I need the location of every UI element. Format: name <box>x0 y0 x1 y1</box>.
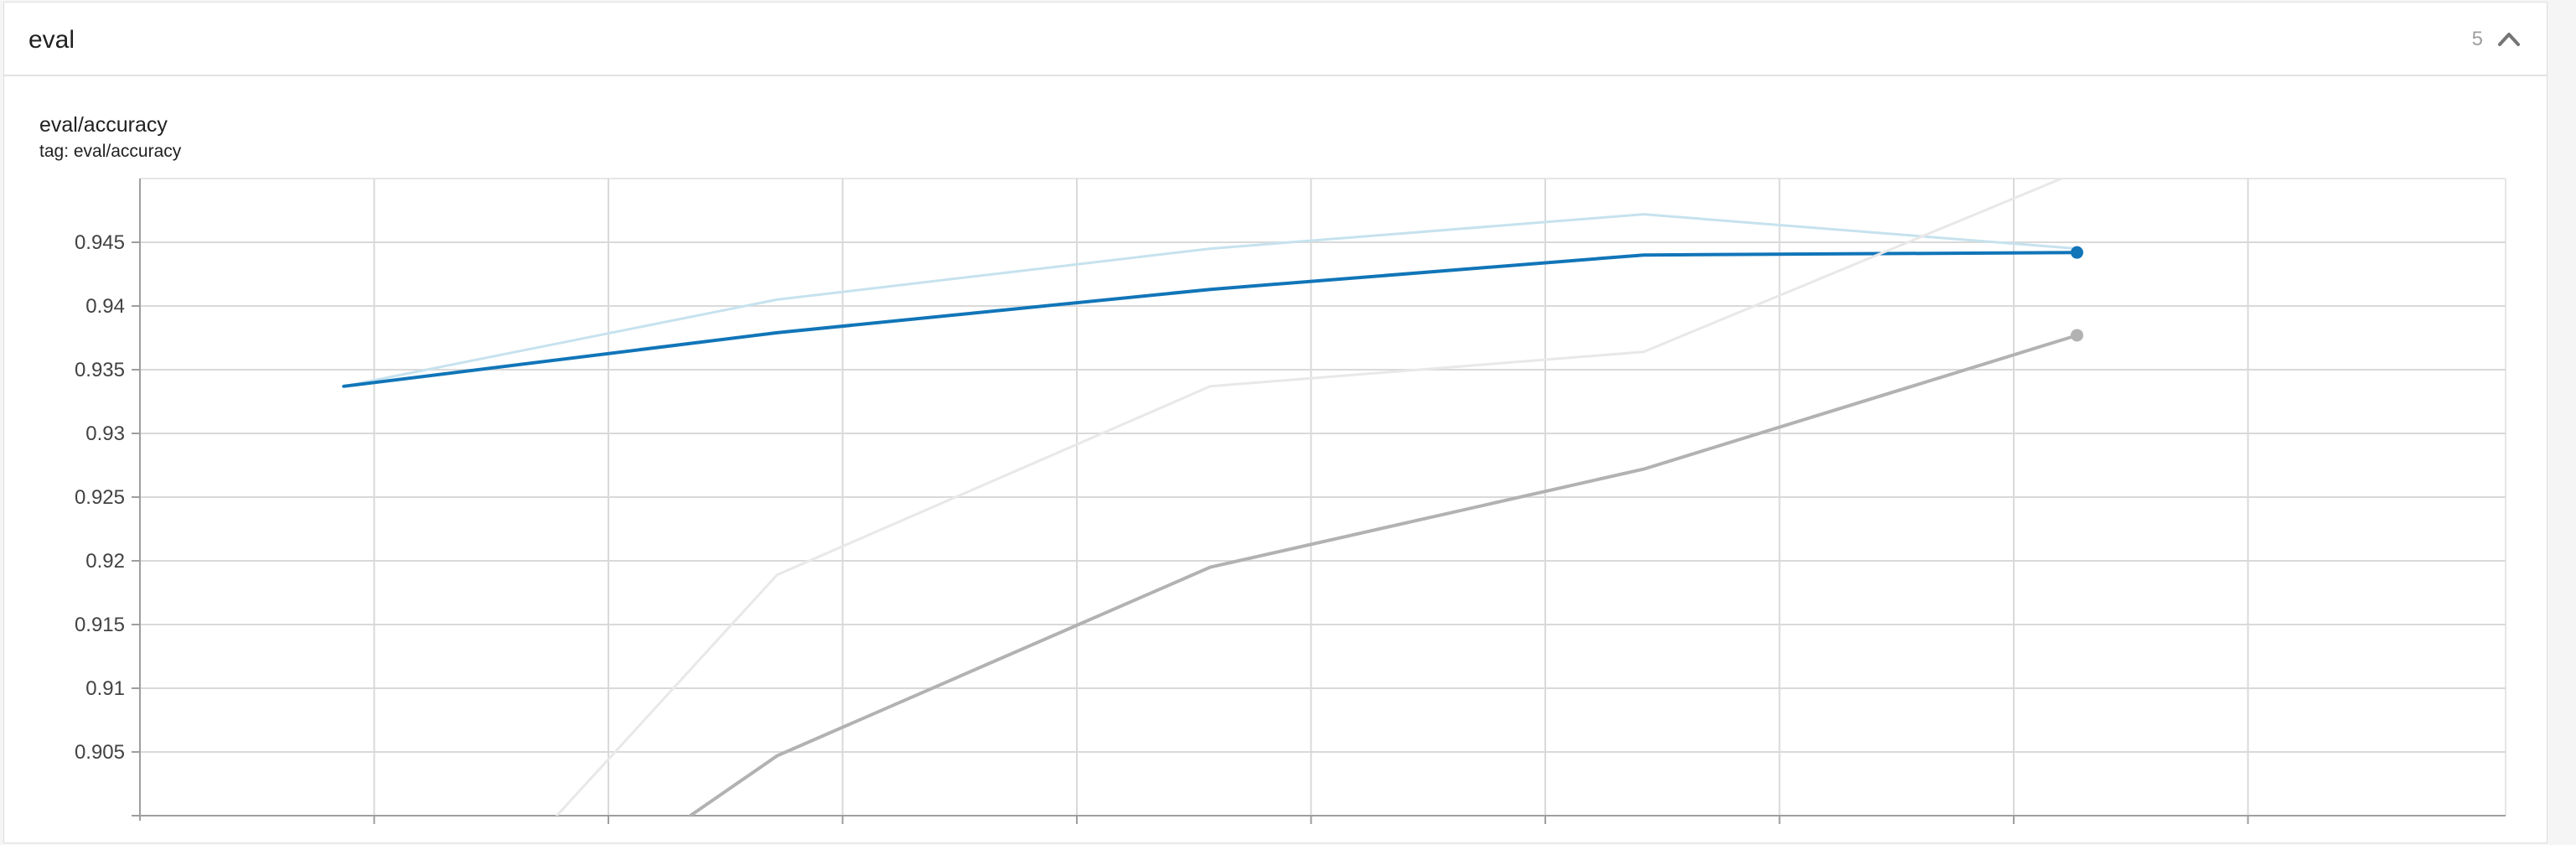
grid <box>140 178 2506 816</box>
axes: 0.905 0.91 0.915 0.92 0.925 0.93 0.935 0.94 0.94… <box>75 179 2506 824</box>
series-line-4 <box>688 334 2079 816</box>
card-title: eval/accuracy <box>39 113 168 137</box>
pane-header[interactable]: eval 5 <box>4 3 2547 76</box>
series-line-1 <box>342 213 2078 388</box>
pane-title: eval <box>28 26 75 54</box>
marker-layer <box>2071 246 2084 342</box>
card-tag: tag: eval/accuracy <box>39 142 182 161</box>
y-tick-label: 0.935 <box>75 359 125 381</box>
series-end-marker-2 <box>2071 246 2084 259</box>
y-tick-label: 0.945 <box>75 231 125 254</box>
series-end-marker-4 <box>2071 329 2084 342</box>
chevron-up-icon[interactable] <box>2496 28 2522 49</box>
y-tick-label: 0.915 <box>75 614 125 636</box>
series-line-3 <box>556 179 2066 816</box>
y-tick-label: 0.91 <box>85 677 125 700</box>
y-tick-label: 0.905 <box>75 741 125 764</box>
y-tick-label: 0.94 <box>85 295 125 318</box>
y-tick-label: 0.93 <box>85 422 125 445</box>
y-tick-label: 0.92 <box>85 550 125 573</box>
series-layer <box>342 179 2079 816</box>
eval-pane: eval 5 eval/accuracy tag: eval/accuracy <box>3 2 2548 843</box>
series-line-2 <box>342 251 2079 388</box>
pane-count: 5 <box>2471 28 2483 50</box>
y-tick-label: 0.925 <box>75 486 125 509</box>
